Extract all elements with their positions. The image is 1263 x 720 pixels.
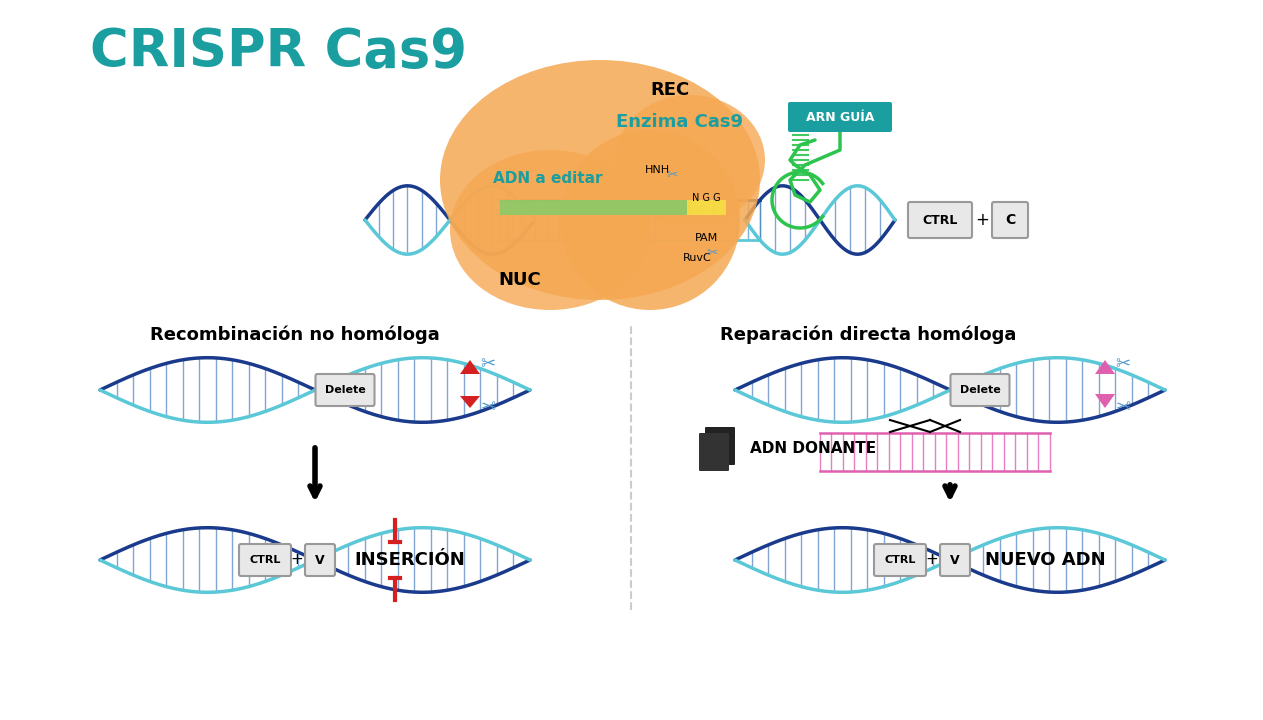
FancyBboxPatch shape [698,433,729,471]
Text: CTRL: CTRL [884,555,916,565]
Text: Delete: Delete [960,385,1000,395]
Polygon shape [460,396,480,408]
Text: Reparación directa homóloga: Reparación directa homóloga [720,325,1017,344]
Text: ✂: ✂ [480,355,495,373]
Polygon shape [1095,360,1115,374]
Text: CTRL: CTRL [249,555,280,565]
Ellipse shape [440,60,760,300]
Ellipse shape [560,130,740,310]
FancyBboxPatch shape [991,202,1028,238]
Text: ✂: ✂ [480,393,495,411]
Text: PAM: PAM [695,233,719,243]
Text: ✂: ✂ [1115,355,1130,373]
Text: Recombinación no homóloga: Recombinación no homóloga [150,325,440,344]
Text: +: + [290,552,303,567]
Polygon shape [460,360,480,374]
FancyBboxPatch shape [239,544,290,576]
Text: HNH: HNH [644,165,669,175]
Polygon shape [1095,394,1115,408]
Text: Delete: Delete [325,385,365,395]
FancyBboxPatch shape [316,374,375,406]
Text: +: + [926,552,938,567]
Text: NUC: NUC [499,271,542,289]
FancyBboxPatch shape [874,544,926,576]
Text: ✂: ✂ [706,246,717,260]
Text: C: C [1005,213,1015,227]
Text: ✂: ✂ [1115,393,1130,411]
Text: V: V [316,554,325,567]
FancyBboxPatch shape [788,102,892,132]
Text: V: V [950,554,960,567]
Bar [687,200,726,215]
Text: N G G: N G G [692,193,721,203]
FancyBboxPatch shape [908,202,973,238]
Text: Enzima Cas9: Enzima Cas9 [616,113,744,131]
Text: REC: REC [650,81,690,99]
Text: CRISPR Cas9: CRISPR Cas9 [90,26,467,78]
Text: ADN a editar: ADN a editar [494,171,602,186]
Text: RuvC: RuvC [683,253,711,263]
Text: ARN GUÍA: ARN GUÍA [806,110,874,124]
Text: NUEVO ADN: NUEVO ADN [985,551,1105,569]
Ellipse shape [450,150,650,310]
Text: CTRL: CTRL [922,214,957,227]
Bar [500,200,687,215]
FancyBboxPatch shape [304,544,335,576]
FancyBboxPatch shape [951,374,1009,406]
FancyBboxPatch shape [705,427,735,465]
FancyBboxPatch shape [940,544,970,576]
Ellipse shape [615,95,765,225]
Text: INSERCIÓN: INSERCIÓN [355,551,465,569]
Text: +: + [975,211,989,229]
Text: ADN DONANTE: ADN DONANTE [750,441,877,456]
Text: ✂: ✂ [667,168,678,182]
